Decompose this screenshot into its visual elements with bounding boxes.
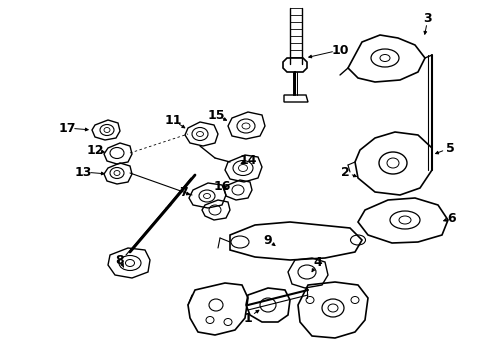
Text: 5: 5 — [445, 141, 454, 154]
Text: 7: 7 — [179, 185, 187, 198]
Text: 6: 6 — [448, 212, 456, 225]
Text: 3: 3 — [424, 12, 432, 24]
Text: 1: 1 — [244, 311, 252, 324]
Text: 2: 2 — [341, 166, 349, 179]
Text: 17: 17 — [58, 122, 76, 135]
Text: 4: 4 — [314, 256, 322, 269]
Text: 9: 9 — [264, 234, 272, 247]
Text: 16: 16 — [213, 180, 231, 193]
Text: 8: 8 — [116, 253, 124, 266]
Text: 11: 11 — [164, 113, 182, 126]
Text: 14: 14 — [239, 153, 257, 166]
Text: 10: 10 — [331, 44, 349, 57]
Text: 12: 12 — [86, 144, 104, 157]
Text: 15: 15 — [207, 108, 225, 122]
Text: 13: 13 — [74, 166, 92, 179]
